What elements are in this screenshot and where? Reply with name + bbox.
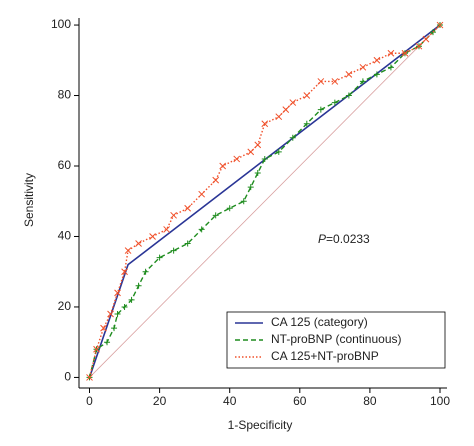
point-marker	[289, 99, 297, 106]
series-line	[88, 24, 441, 378]
point-marker	[275, 148, 282, 155]
point-marker	[135, 282, 142, 289]
point-marker	[184, 204, 192, 212]
point-marker	[198, 226, 205, 233]
point-marker	[170, 211, 177, 219]
point-marker	[254, 141, 262, 149]
point-marker	[212, 176, 220, 184]
point-marker	[254, 170, 261, 177]
reference-line	[89, 24, 441, 378]
point-marker	[121, 303, 128, 310]
point-marker	[303, 92, 311, 99]
point-marker	[289, 134, 296, 141]
y-tick-label: 20	[58, 299, 72, 313]
point-marker	[387, 64, 394, 71]
x-tick-label: 0	[86, 394, 93, 408]
x-tick-label: 60	[293, 394, 307, 408]
point-marker	[124, 247, 132, 254]
point-marker	[415, 42, 423, 50]
point-marker	[128, 296, 135, 303]
point-marker	[135, 240, 142, 247]
point-marker	[104, 339, 111, 346]
point-marker	[163, 226, 170, 233]
point-marker	[107, 310, 114, 318]
point-marker	[401, 49, 409, 57]
point-marker	[100, 324, 107, 332]
legend-label: CA 125+NT-proBNP	[271, 349, 379, 363]
point-marker	[86, 374, 93, 381]
y-tick-label: 80	[58, 88, 72, 102]
annotation-text: =0.0233	[326, 232, 370, 246]
point-marker	[226, 205, 233, 212]
point-marker	[387, 49, 395, 57]
x-tick-label: 100	[430, 394, 450, 408]
point-marker	[331, 99, 338, 106]
legend-label: CA 125 (category)	[271, 315, 368, 329]
y-axis-label: Sensitivity	[22, 173, 36, 227]
point-marker	[422, 35, 430, 43]
annotation-italic: P	[318, 232, 326, 246]
point-marker	[331, 78, 339, 85]
y-tick-label: 0	[64, 370, 71, 384]
point-marker	[184, 240, 191, 247]
point-marker	[170, 247, 177, 254]
point-marker	[282, 106, 290, 113]
point-marker	[303, 120, 310, 127]
point-marker	[275, 113, 283, 121]
point-marker	[359, 78, 366, 85]
point-marker	[114, 289, 121, 297]
legend-label: NT-proBNP (continuous)	[271, 332, 402, 346]
point-marker	[345, 92, 352, 99]
point-marker	[198, 190, 206, 198]
point-marker	[240, 198, 247, 205]
point-marker	[142, 268, 149, 275]
series-line	[88, 24, 441, 378]
point-marker	[111, 325, 118, 332]
point-marker	[121, 268, 128, 276]
point-marker	[373, 71, 380, 78]
x-tick-label: 40	[223, 394, 237, 408]
point-marker	[93, 345, 100, 353]
legend-box	[226, 311, 446, 369]
x-tick-label: 20	[153, 394, 167, 408]
y-tick-label: 60	[58, 158, 72, 172]
x-tick-label: 80	[363, 394, 377, 408]
point-marker	[436, 21, 444, 29]
point-marker	[233, 155, 241, 163]
point-marker	[212, 212, 219, 219]
x-axis-label: 1-Specificity	[228, 418, 293, 432]
point-marker	[149, 233, 156, 240]
point-marker	[261, 155, 268, 162]
point-marker	[345, 71, 353, 78]
y-tick-label: 40	[58, 229, 72, 243]
annotation: P=0.0233	[318, 232, 370, 246]
point-marker	[317, 78, 325, 85]
point-marker	[373, 56, 381, 64]
point-marker	[317, 106, 324, 113]
point-marker	[261, 120, 269, 128]
point-marker	[219, 162, 227, 170]
point-marker	[247, 184, 254, 191]
point-marker	[247, 148, 255, 156]
point-marker	[359, 63, 367, 71]
y-tick-label: 100	[51, 17, 71, 31]
point-marker	[156, 254, 163, 261]
point-marker	[114, 311, 121, 317]
